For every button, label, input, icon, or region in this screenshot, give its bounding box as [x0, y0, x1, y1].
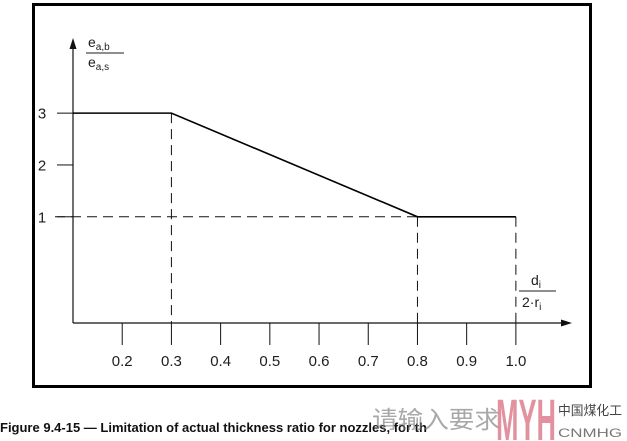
x-tick-label: 0.4 [210, 353, 231, 370]
figure-caption: Figure 9.4-15 — Limitation of actual thi… [0, 420, 427, 435]
x-tick-label: 0.2 [112, 353, 133, 370]
y-tick-label: 3 [38, 106, 46, 123]
y-axis-label-denominator: ea,s [88, 54, 109, 73]
x-tick-label: 1.0 [505, 353, 526, 370]
figure-frame [32, 3, 592, 388]
y-axis-arrowhead [69, 38, 77, 49]
x-axis-label-numerator-subscript: i [539, 280, 541, 291]
y-tick-label: 2 [38, 157, 46, 174]
y-tick-label: 1 [38, 209, 46, 226]
x-tick-label: 0.5 [259, 353, 280, 370]
y-axis-label: ea,b ea,s [86, 34, 124, 73]
x-tick-label: 0.9 [456, 353, 477, 370]
x-tick-label: 0.3 [161, 353, 182, 370]
x-tick-label: 0.6 [309, 353, 330, 370]
y-axis-label-denominator-symbol: e [88, 54, 96, 70]
plot-area: 0.2 0.3 0.4 0.5 0.6 0.7 0.8 0.9 1.0 1 2 3 [38, 38, 572, 370]
y-axis-label-numerator-symbol: e [88, 34, 96, 50]
x-axis-label: di 2·ri [519, 272, 556, 313]
y-axis-label-numerator-subscript: a,b [96, 42, 110, 53]
series-line [73, 112, 516, 218]
x-tick-label: 0.7 [358, 353, 379, 370]
x-axis-label-numerator-symbol: d [531, 272, 539, 288]
x-tick-label: 0.8 [407, 353, 428, 370]
y-axis-label-denominator-subscript: a,s [96, 62, 109, 73]
x-axis-label-denominator: 2·ri [522, 294, 541, 313]
x-axis-label-denominator-subscript: i [539, 302, 541, 313]
x-axis-label-numerator: di [531, 272, 541, 291]
x-axis-label-denominator-symbol: 2·r [522, 294, 539, 310]
x-axis-arrowhead [561, 319, 572, 327]
y-axis-label-numerator: ea,b [88, 34, 110, 53]
